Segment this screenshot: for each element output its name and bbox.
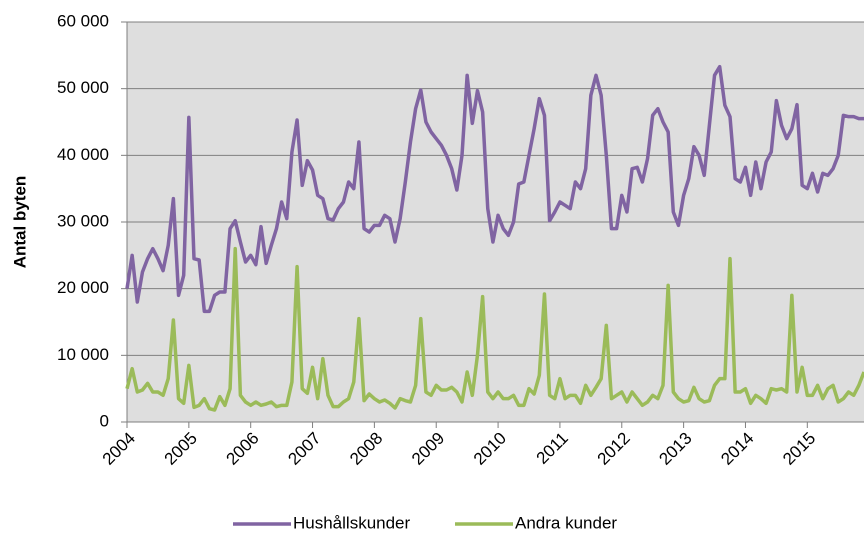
y-tick-label: 60 000 (57, 11, 109, 30)
y-tick-label: 50 000 (57, 78, 109, 97)
y-tick-label: 20 000 (57, 278, 109, 297)
y-tick-label: 30 000 (57, 211, 109, 230)
x-tick-label: 2004 (99, 429, 139, 469)
y-tick-label: 0 (100, 411, 109, 430)
x-tick-label: 2005 (161, 429, 201, 469)
x-tick-label: 2007 (284, 429, 324, 469)
x-tick-label: 2010 (470, 429, 510, 469)
x-tick-label: 2009 (408, 429, 448, 469)
x-tick-label: 2008 (346, 429, 386, 469)
x-tick-label: 2014 (717, 429, 757, 469)
x-tick-label: 2011 (533, 429, 572, 468)
x-tick-label: 2015 (779, 429, 819, 469)
legend-label: Hushållskunder (293, 513, 411, 532)
y-tick-label: 10 000 (57, 345, 109, 364)
series-line (125, 64, 864, 314)
x-tick-label: 2012 (594, 429, 634, 469)
legend-label: Andra kunder (515, 513, 617, 532)
x-tick-label: 2006 (223, 429, 263, 469)
y-axis-title: Antal byten (10, 176, 29, 269)
y-tick-label: 40 000 (57, 145, 109, 164)
series-line (125, 246, 864, 412)
x-tick-label: 2013 (655, 429, 695, 469)
